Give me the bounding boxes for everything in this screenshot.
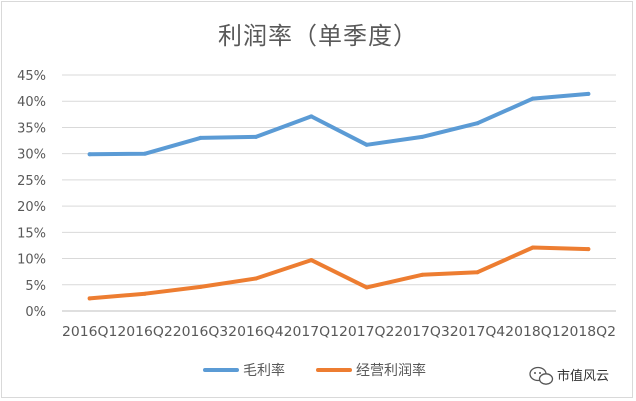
y-tick-label: 20% <box>17 200 46 215</box>
data-point <box>364 285 369 290</box>
data-point <box>586 247 591 252</box>
y-tick-label: 10% <box>17 253 46 268</box>
series-lines <box>87 91 591 301</box>
y-tick-label: 30% <box>17 148 46 163</box>
watermark-text: 市值风云 <box>557 368 609 384</box>
y-tick-label: 0% <box>25 305 46 320</box>
data-point <box>87 152 92 157</box>
x-tick-label: 2016Q3 <box>173 325 228 340</box>
data-point <box>87 296 92 301</box>
data-point <box>198 135 203 140</box>
data-point <box>530 96 535 101</box>
y-tick-label: 15% <box>17 226 46 241</box>
x-tick-label: 2017Q2 <box>339 325 394 340</box>
y-tick-label: 5% <box>25 279 46 294</box>
y-tick-label: 40% <box>17 95 46 110</box>
x-tick-label: 2016Q2 <box>117 325 172 340</box>
legend-label: 毛利率 <box>243 362 285 379</box>
wechat-bubble-icon <box>529 366 554 385</box>
data-point <box>253 134 258 139</box>
y-tick-label: 25% <box>17 174 46 189</box>
y-axis-ticks: 0% 5% 10% 15% 20% 25% 30% 35% 40% 45% <box>17 69 46 320</box>
data-point <box>530 245 535 250</box>
y-tick-label: 35% <box>17 121 46 136</box>
data-point <box>253 276 258 281</box>
data-point <box>198 284 203 289</box>
data-point <box>364 142 369 147</box>
series-line <box>87 245 591 301</box>
data-point <box>309 258 314 263</box>
data-point <box>586 91 591 96</box>
x-axis-ticks: 2016Q1 2016Q2 2016Q3 2016Q4 2017Q1 2017Q2 2017… <box>62 325 616 340</box>
x-tick-label: 2017Q4 <box>450 325 505 340</box>
chart-title: 利润率（单季度） <box>218 22 418 50</box>
data-point <box>143 291 148 296</box>
x-tick-label: 2018Q1 <box>505 325 560 340</box>
x-tick-label: 2017Q3 <box>394 325 449 340</box>
watermark: 市值风云 <box>529 366 609 385</box>
data-point <box>420 272 425 277</box>
x-tick-label: 2016Q1 <box>62 325 117 340</box>
y-tick-label: 45% <box>17 69 46 84</box>
x-tick-label: 2017Q1 <box>284 325 339 340</box>
data-point <box>475 270 480 275</box>
data-point <box>143 151 148 156</box>
legend-label: 经营利润率 <box>356 362 426 379</box>
data-point <box>309 114 314 119</box>
series-line <box>87 91 591 157</box>
data-point <box>475 121 480 126</box>
data-point <box>420 134 425 139</box>
legend: 毛利率 经营利润率 <box>203 362 426 379</box>
x-tick-label: 2016Q4 <box>228 325 283 340</box>
x-tick-label: 2018Q2 <box>561 325 616 340</box>
